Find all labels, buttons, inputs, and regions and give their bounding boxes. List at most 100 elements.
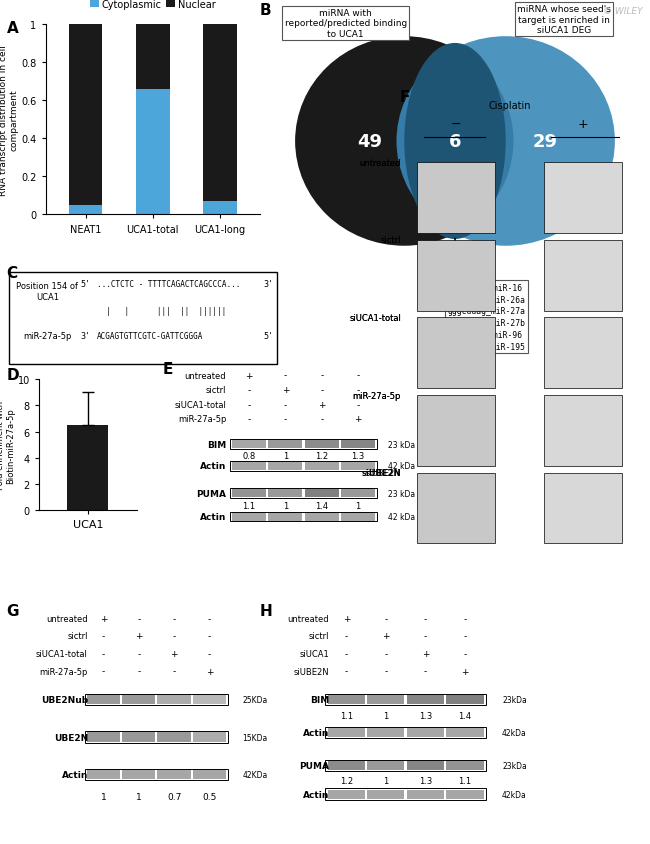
Text: Position 154 of
UCA1: Position 154 of UCA1 (16, 281, 79, 301)
Text: +: + (245, 371, 253, 380)
Bar (232, 463, 266, 470)
Bar (84, 732, 228, 743)
Text: 1.1: 1.1 (340, 711, 353, 720)
Text: -: - (172, 631, 176, 641)
Text: siUCA1-total: siUCA1-total (174, 400, 226, 409)
Bar (417, 473, 495, 544)
Bar (328, 761, 365, 771)
Text: -: - (320, 414, 324, 424)
Bar (193, 770, 226, 779)
Text: siUCA1-total: siUCA1-total (36, 649, 88, 658)
Text: BIM: BIM (310, 695, 329, 705)
Text: -: - (247, 386, 251, 395)
Text: -: - (384, 667, 387, 676)
Text: 1: 1 (136, 792, 142, 801)
Text: sictrl: sictrl (380, 236, 401, 245)
Text: 0.5: 0.5 (202, 792, 216, 801)
Bar (341, 490, 375, 497)
Bar (305, 490, 339, 497)
Bar (326, 788, 486, 800)
Text: 1.4: 1.4 (458, 711, 471, 720)
Text: 1.3: 1.3 (419, 711, 432, 720)
Bar (447, 728, 484, 738)
Text: -: - (137, 614, 140, 623)
Text: BIM: BIM (207, 440, 226, 449)
Bar (326, 694, 486, 706)
Bar (87, 695, 120, 705)
Text: 6: 6 (448, 133, 461, 151)
Text: Actin: Actin (200, 512, 226, 522)
Bar (305, 441, 339, 448)
Text: +: + (343, 614, 350, 623)
Text: -: - (463, 614, 467, 623)
Text: -: - (101, 631, 105, 641)
Text: -: - (424, 667, 427, 676)
Text: UBE2Nub: UBE2Nub (41, 695, 88, 705)
Text: +: + (422, 649, 429, 658)
Text: 42 kDa: 42 kDa (387, 512, 415, 522)
Text: -: - (424, 631, 427, 641)
Bar (268, 513, 302, 521)
Text: +: + (281, 386, 289, 395)
Text: untreated: untreated (46, 614, 88, 623)
Text: -: - (345, 667, 348, 676)
Text: −: − (450, 118, 461, 131)
Bar (268, 441, 302, 448)
Text: B: B (260, 3, 272, 18)
Bar (407, 728, 444, 738)
Bar (229, 440, 378, 449)
Text: G: G (6, 603, 19, 619)
Bar (543, 241, 621, 311)
Bar (326, 760, 486, 771)
Bar (407, 695, 444, 705)
Text: 1.1: 1.1 (242, 502, 255, 511)
Text: sictrl: sictrl (380, 236, 401, 245)
Bar (203, 25, 237, 202)
Text: -: - (345, 631, 348, 641)
Text: Actin: Actin (62, 770, 88, 779)
Bar (341, 463, 375, 470)
Ellipse shape (396, 37, 615, 246)
Text: agcagcac_miR-16
ucaaguaa_miR-26a
gggcuuag_miR-27a
gagcuuag_miR-27b
uuggcacu_miR-: agcagcac_miR-16 ucaaguaa_miR-26a gggcuua… (447, 284, 525, 351)
Bar (407, 790, 444, 798)
Text: sictrl: sictrl (309, 631, 329, 641)
Text: 29: 29 (532, 133, 557, 151)
Text: 42kDa: 42kDa (502, 728, 526, 738)
Bar (268, 463, 302, 470)
Text: Cisplatin: Cisplatin (488, 101, 530, 111)
Text: sictrl: sictrl (205, 386, 226, 395)
Bar (87, 770, 120, 779)
Text: +: + (170, 649, 178, 658)
Text: 0.8: 0.8 (242, 452, 255, 461)
Bar (193, 695, 226, 705)
Text: UBE2N: UBE2N (54, 733, 88, 742)
Bar (341, 441, 375, 448)
Bar (543, 473, 621, 544)
Bar (341, 513, 375, 521)
Text: miR-27a-5p: miR-27a-5p (352, 391, 401, 400)
Bar (136, 25, 170, 90)
Bar (543, 318, 621, 389)
Text: E: E (162, 361, 173, 376)
Bar (367, 761, 404, 771)
Text: -: - (384, 649, 387, 658)
Bar (68, 425, 108, 511)
Text: 1.4: 1.4 (315, 502, 328, 511)
Text: -: - (384, 614, 387, 623)
Bar (232, 490, 266, 497)
Text: © WILEY: © WILEY (603, 7, 642, 16)
Text: -: - (208, 649, 211, 658)
Text: 1.3: 1.3 (352, 452, 365, 461)
Text: 5': 5' (80, 280, 90, 289)
Text: ...CTCTC - TTTTCAGACTCAGCCCA...: ...CTCTC - TTTTCAGACTCAGCCCA... (97, 280, 240, 289)
Bar (367, 695, 404, 705)
Text: untreated: untreated (359, 159, 401, 168)
Text: D: D (6, 367, 19, 382)
Text: +: + (318, 400, 326, 409)
Text: 49: 49 (357, 133, 382, 151)
Text: 23 kDa: 23 kDa (387, 489, 415, 498)
Bar (232, 441, 266, 448)
Text: -: - (172, 667, 176, 676)
Bar (305, 513, 339, 521)
Text: +: + (382, 631, 390, 641)
